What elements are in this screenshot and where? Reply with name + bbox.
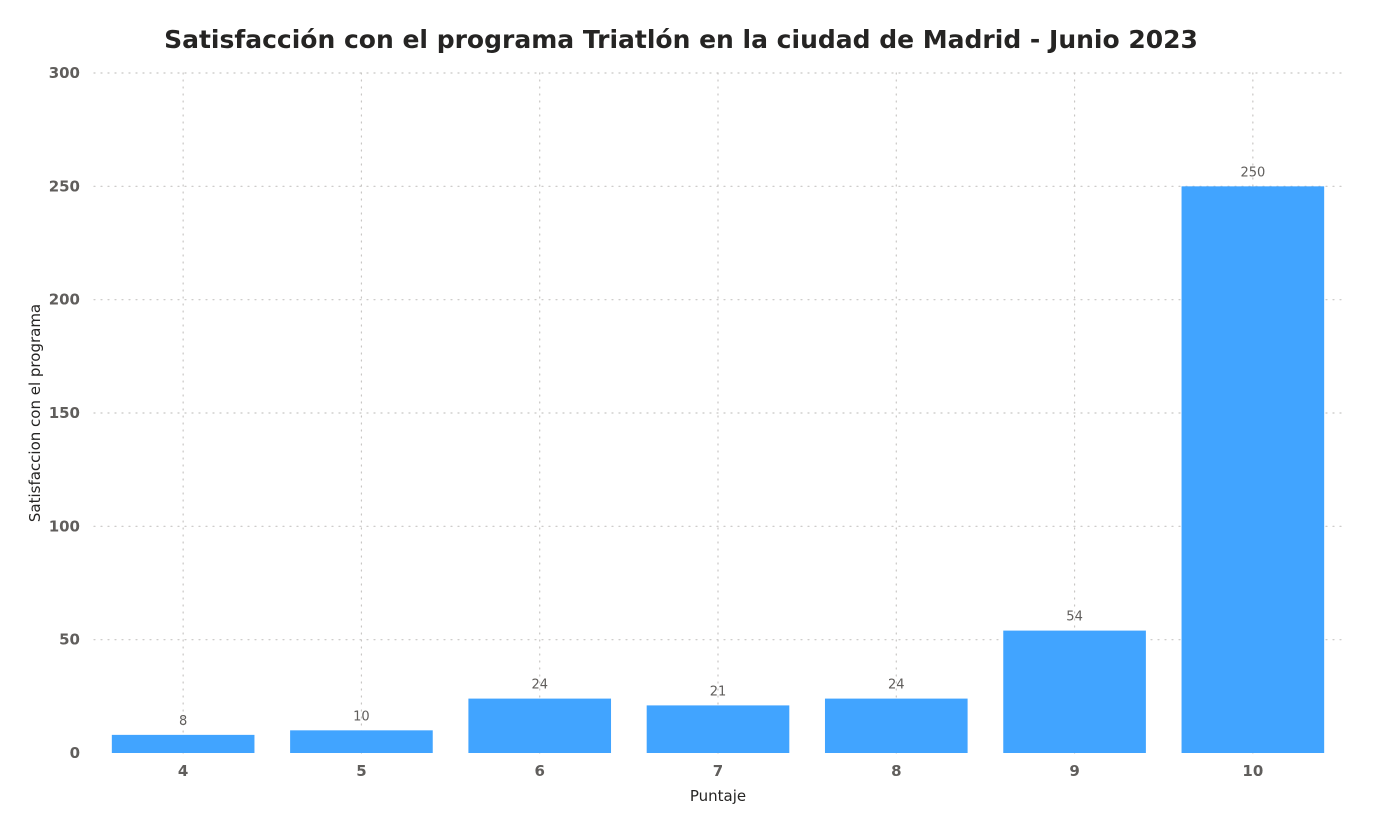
x-tick-label-10: 10 <box>1242 762 1263 780</box>
bar-7[interactable] <box>646 705 790 753</box>
bar-10[interactable] <box>1181 186 1325 754</box>
data-label-6: 24 <box>531 678 548 693</box>
grid-layer <box>93 72 1343 754</box>
data-label-7: 21 <box>710 684 727 699</box>
bars-layer <box>111 186 1325 754</box>
data-label-9: 54 <box>1066 610 1083 625</box>
y-tick-label: 250 <box>49 177 80 195</box>
data-labels-layer: 8 10 24 21 24 54 250 <box>179 165 1265 729</box>
x-tick-label-7: 7 <box>713 762 723 780</box>
data-label-5: 10 <box>353 709 370 724</box>
chart-title: Satisfacción con el programa Triatlón en… <box>164 25 1198 54</box>
x-tick-label-9: 9 <box>1069 762 1079 780</box>
y-tick-label: 100 <box>49 517 80 535</box>
bar-4[interactable] <box>111 734 255 753</box>
y-tick-label: 300 <box>49 64 80 82</box>
data-label-8: 24 <box>888 678 905 693</box>
x-tick-label-8: 8 <box>891 762 901 780</box>
x-axis-ticks: 4 5 6 7 8 9 10 <box>178 762 1263 780</box>
y-tick-label: 50 <box>59 631 80 649</box>
bar-6[interactable] <box>468 698 612 753</box>
x-tick-label-5: 5 <box>356 762 366 780</box>
bar-9[interactable] <box>1003 630 1146 753</box>
y-axis-title: Satisfaccion con el programa <box>26 304 44 522</box>
bar-5[interactable] <box>290 730 433 753</box>
y-axis-ticks: 0 50 100 150 200 250 300 <box>49 64 80 762</box>
data-label-10: 250 <box>1240 165 1265 180</box>
data-label-4: 8 <box>179 714 187 729</box>
x-tick-label-4: 4 <box>178 762 188 780</box>
y-tick-label: 200 <box>49 291 80 309</box>
bar-8[interactable] <box>824 698 968 753</box>
x-axis-title: Puntaje <box>690 787 746 805</box>
y-tick-label: 150 <box>49 404 80 422</box>
y-tick-label: 0 <box>70 744 80 762</box>
x-tick-label-6: 6 <box>534 762 544 780</box>
